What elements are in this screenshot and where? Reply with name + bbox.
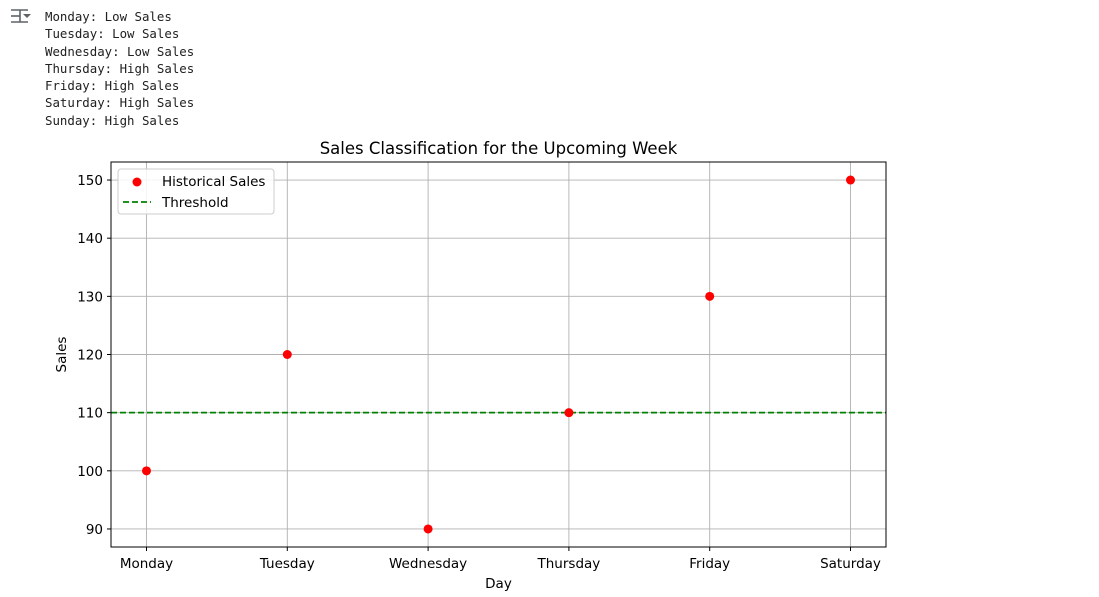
y-tick-label: 100 <box>77 464 103 480</box>
output-line: Tuesday: Low Sales <box>45 26 180 42</box>
chart-title: Sales Classification for the Upcoming We… <box>320 139 678 158</box>
grid-lines <box>111 162 886 547</box>
axis-ticks: Monday Tuesday Wednesday Thursday Friday Satu… <box>77 173 881 572</box>
x-tick-label: Thursday <box>537 556 601 572</box>
x-axis-label: Day <box>485 576 512 592</box>
y-tick-label: 120 <box>77 348 103 364</box>
x-tick-label: Saturday <box>820 556 881 572</box>
y-tick-label: 110 <box>77 406 103 422</box>
y-tick-label: 150 <box>77 173 103 189</box>
x-tick-label: Monday <box>120 556 173 572</box>
y-tick-label: 90 <box>86 522 103 538</box>
output-line: Monday: Low Sales <box>45 9 172 24</box>
data-point <box>142 466 151 476</box>
x-tick-label: Wednesday <box>389 556 467 572</box>
cell-output-text: Monday: Low Sales Tuesday: Low Sales Wedne… <box>45 8 194 129</box>
collapse-output-icon <box>11 9 31 23</box>
data-point <box>423 524 433 534</box>
y-tick-label: 130 <box>77 289 103 305</box>
legend-label-threshold: Threshold <box>161 195 229 211</box>
data-point <box>846 175 855 185</box>
y-tick-label: 140 <box>77 231 103 247</box>
legend-label-historical-sales: Historical Sales <box>162 174 265 190</box>
output-line: Friday: High Sales <box>45 78 180 94</box>
output-toggle-button[interactable] <box>9 7 33 29</box>
output-line: Saturday: High Sales <box>45 95 195 111</box>
data-point <box>705 291 715 301</box>
chart-legend: Historical Sales Threshold <box>117 168 275 215</box>
data-point <box>564 408 574 418</box>
data-points <box>142 175 855 534</box>
x-tick-label: Tuesday <box>259 556 315 572</box>
legend-box <box>117 168 275 215</box>
x-tick-label: Friday <box>689 556 730 572</box>
data-point <box>282 350 292 359</box>
output-line: Thursday: High Sales <box>45 60 195 76</box>
output-line: Sunday: High Sales <box>45 112 180 128</box>
output-line: Wednesday: Low Sales <box>45 43 195 59</box>
legend-marker-historical-sales <box>132 177 142 187</box>
y-axis-label: Sales <box>54 337 70 373</box>
